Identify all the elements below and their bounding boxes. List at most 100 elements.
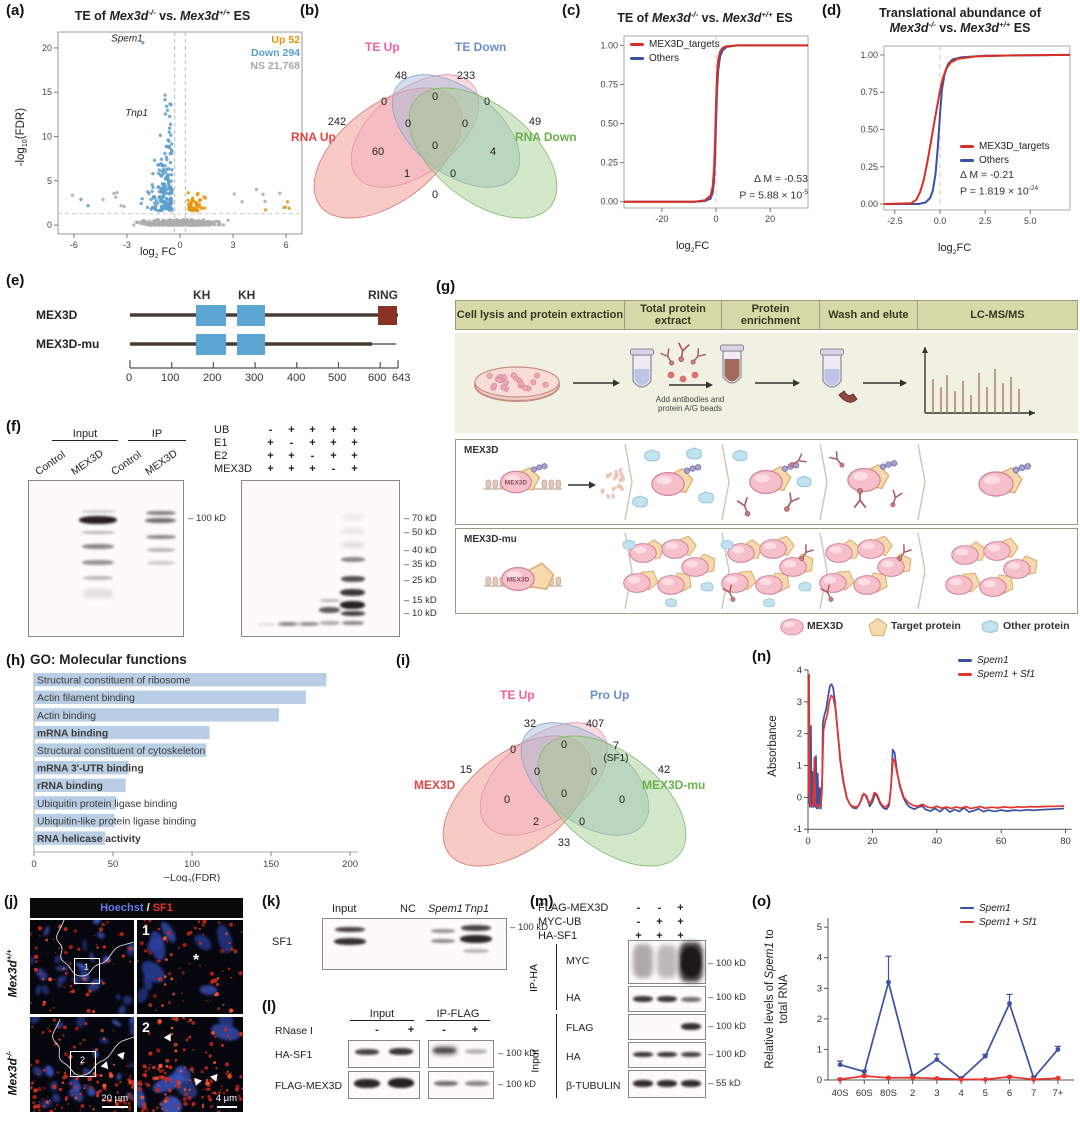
venn-count: 32 [523,718,537,730]
venn-label-te-up: TE Up [500,688,535,702]
marker: – 100 kD [708,992,747,1003]
venn-count: 0 [431,91,439,103]
genotype-sup: -/- [4,1051,14,1059]
svg-text:20: 20 [867,836,878,847]
svg-text:4: 4 [817,953,822,964]
cond-label: UB [214,424,230,436]
blot-label-ha: HA [566,992,581,1004]
lane-spem1: Spem1 [428,903,463,915]
title-text: TE of [74,9,110,24]
panel-a-label: (a) [6,2,25,19]
svg-text:MEX3D: MEX3D [507,577,530,584]
go-title: GO: Molecular functions [30,652,187,667]
marker: – 100 kD [708,1049,747,1060]
svg-text:0.75: 0.75 [860,87,878,97]
legend-text: Spem1 [977,655,1009,666]
tick: 100 [161,372,180,384]
mex3d-row: MEX3D MEX3D [455,439,1078,525]
panel-l-label: (l) [262,998,277,1015]
gene-name: Mex3d [5,960,20,998]
svg-text:1: 1 [817,1044,822,1055]
svg-text:5.0: 5.0 [1024,216,1037,226]
step-5: LC-MS/MS [970,309,1025,321]
blot-band [79,516,117,524]
sign: + [677,916,684,928]
legend-ns: NS 21,768 [250,60,300,72]
ring-domain [378,306,397,325]
gene-name: Mex3d [889,21,929,36]
lane-label: MEX3D [69,447,106,478]
p-text: P = 5.88 × 10 [739,189,803,202]
blot-band [342,621,364,625]
svg-text:-6: -6 [70,240,78,250]
zoom-number: 1 [142,922,150,938]
cdf-ta-legend: MEX3D_targets Others Δ M = -0.21 P = 1.8… [960,140,1050,199]
marker-text: 100 kD [505,1048,537,1059]
group-ip-flag: IP-FLAG [426,1008,490,1021]
sign: - [375,1024,379,1036]
venn-count: 2 [532,816,540,828]
marker-text: 10 kD [411,608,437,619]
xlabel-text: FC [158,246,177,258]
svg-text:RNA helicase activity: RNA helicase activity [37,834,141,845]
venn-label-te-down: TE Down [455,40,507,54]
venn-count: 0 [431,140,439,152]
marker: – 50 kD [404,527,437,538]
blot-band [83,589,113,598]
input-blot-ha [348,1040,420,1068]
protein-row-mex3d-mu: MEX3D-mu [36,337,100,351]
lane-label: Control [109,448,144,478]
domain-diagram [129,305,399,369]
svg-text:2: 2 [797,729,802,740]
svg-text:0.75: 0.75 [600,79,618,89]
genotype-sup: -/- [928,20,936,29]
polysome-legend: Spem1 Spem1 + Sf1 [960,902,1037,930]
blot-label-myc: MYC [566,955,590,967]
ylabel-line1: Relative levels of Spem1 to [763,884,777,1114]
svg-text:mRNA 3'-UTR binding: mRNA 3'-UTR binding [37,764,144,775]
tick: 200 [203,372,222,384]
legend-text: Others [979,155,1010,166]
marker: – 35 kD [404,559,437,570]
svg-text:7: 7 [1031,1088,1036,1099]
legend-item: MEX3D_targets [960,140,1050,154]
blot-band [431,929,455,933]
blot-band [681,1080,701,1087]
legend-item: Others [960,154,1050,168]
cond-label: E1 [214,437,228,449]
svg-text:4: 4 [797,665,802,676]
genotype-sup: +/+ [4,949,14,961]
sign: + [288,450,295,462]
svg-text:0: 0 [797,792,802,803]
legend-item: MEX3D_targets [630,38,720,52]
svg-text:-2.5: -2.5 [887,216,903,226]
ylabel-text: to [764,929,776,943]
xlabel-text: log [140,246,155,258]
blot-band [341,557,365,562]
blot-band [354,1079,380,1088]
blot-band [258,623,276,626]
group-ip-ha: IP-HA [528,963,541,993]
svg-text:2.5: 2.5 [979,216,992,226]
sign: + [288,424,295,436]
blot-label-tubulin: β-TUBULIN [566,1080,621,1092]
blot-band [335,927,365,932]
if-image-wt-zoom: 1 * [137,920,243,1014]
inset-number: 1 [84,962,90,972]
svg-text:3: 3 [934,1088,939,1099]
if-channel-header: Hoechst / SF1 [30,898,243,918]
row-label-mex3d: MEX3D [464,445,499,456]
marker: – 25 kD [404,575,437,586]
blot-band [633,1080,653,1087]
tick: 643 [392,372,411,384]
other-protein-icon [981,620,999,633]
panel-o-label: (o) [752,893,772,910]
mex3d-icon [780,618,804,636]
legend-swatch [960,144,974,148]
svg-text:−Log2(FDR): −Log2(FDR) [164,872,220,882]
svg-text:20: 20 [765,214,775,224]
legend-text: Spem1 + Sf1 [979,917,1038,928]
ip-blot-flag [428,1071,494,1099]
venn-count: 0 [449,168,457,180]
cdf-te-xlabel: log2FC [676,240,709,254]
